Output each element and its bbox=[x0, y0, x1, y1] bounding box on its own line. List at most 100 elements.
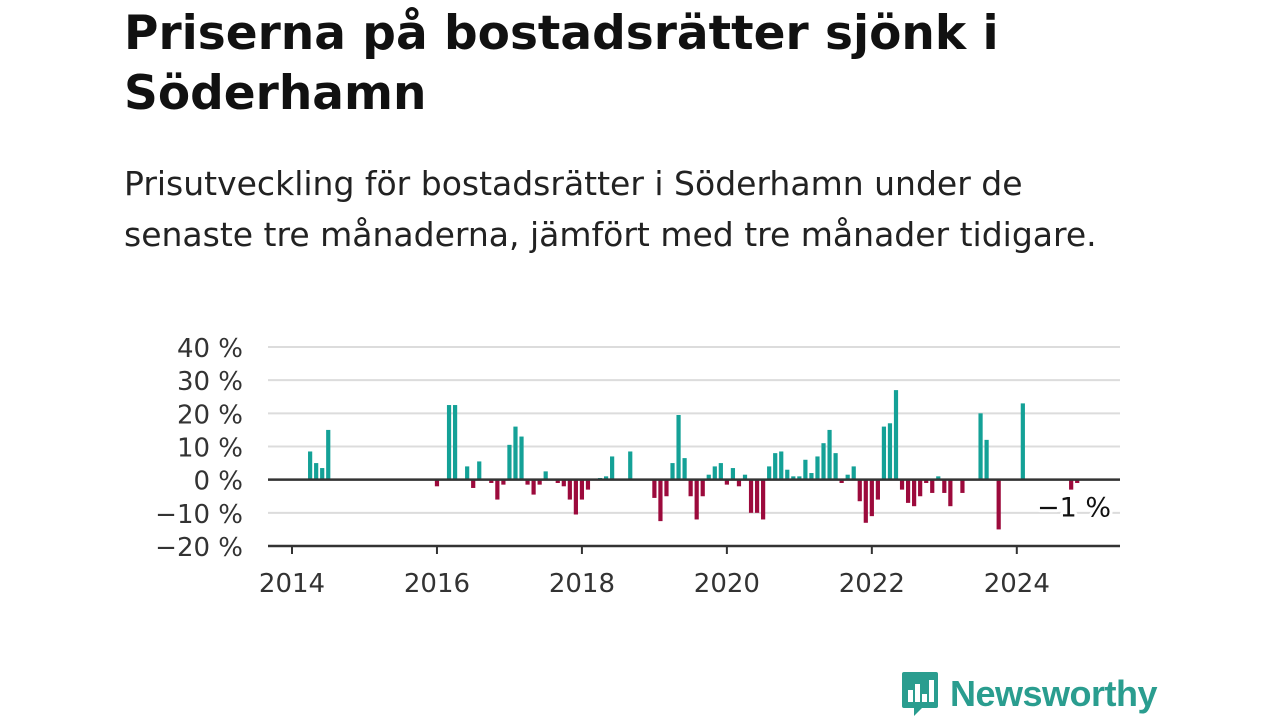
bar-negative bbox=[579, 479, 585, 500]
y-tick-label: −10 % bbox=[155, 500, 243, 530]
bar-negative bbox=[688, 479, 693, 497]
y-tick-label: 40 % bbox=[177, 334, 243, 364]
bar-positive bbox=[718, 463, 723, 480]
annotation-halo: −1 % bbox=[1037, 493, 1111, 524]
bar-negative bbox=[652, 479, 657, 498]
x-tick-label: 2016 bbox=[404, 569, 470, 599]
bar-negative bbox=[863, 479, 868, 523]
bar-positive bbox=[706, 474, 711, 480]
bar-negative bbox=[694, 479, 699, 520]
bar-positive bbox=[821, 443, 826, 480]
bar-positive bbox=[827, 429, 832, 480]
bar-negative bbox=[525, 479, 530, 485]
bar-negative bbox=[471, 479, 476, 488]
bar-positive bbox=[887, 423, 893, 480]
bar-negative bbox=[495, 479, 500, 500]
bar-negative bbox=[531, 479, 536, 495]
bar-negative bbox=[573, 479, 578, 515]
latest-value-label: −1 % bbox=[1037, 493, 1111, 524]
x-axis-labels: 2014 2016 2018 2020 2022 2024 bbox=[259, 569, 1050, 599]
bar-negative bbox=[942, 479, 947, 493]
bar-positive bbox=[676, 414, 681, 480]
price-change-chart: 40 %30 %20 %10 %0 %−10 %−20 % 2014 2016 20… bbox=[155, 334, 1120, 599]
y-tick-label: 0 % bbox=[193, 467, 243, 497]
chart-subtitle: Prisutveckling för bostadsrätter i Söder… bbox=[124, 164, 1097, 254]
bar-positive bbox=[936, 476, 941, 480]
bar-positive bbox=[477, 461, 482, 480]
bar-positive bbox=[452, 405, 458, 480]
bar-positive bbox=[1020, 403, 1025, 480]
bar-negative bbox=[736, 479, 742, 487]
x-tick-label: 2024 bbox=[984, 569, 1050, 599]
bar-negative bbox=[555, 479, 560, 483]
bar-positive bbox=[791, 476, 796, 480]
y-tick-label: 30 % bbox=[177, 367, 243, 397]
bar-negative bbox=[754, 479, 760, 513]
newsworthy-logo: Newsworthy bbox=[900, 670, 1158, 718]
bar-positive bbox=[670, 463, 675, 480]
bar-positive bbox=[779, 451, 784, 480]
bar-positive bbox=[519, 436, 524, 480]
bar-positive bbox=[446, 405, 452, 480]
bar-positive bbox=[893, 390, 899, 480]
bar-negative bbox=[724, 479, 729, 485]
annotations: −1 %−1 % bbox=[1034, 490, 1114, 527]
bar-positive bbox=[797, 476, 802, 480]
x-tick-label: 2020 bbox=[694, 569, 760, 599]
bar-positive bbox=[326, 429, 331, 480]
bar-negative bbox=[918, 479, 923, 497]
bar-negative bbox=[924, 479, 929, 483]
bar-negative bbox=[664, 479, 669, 497]
bar-positive bbox=[628, 451, 633, 480]
x-tick-label: 2022 bbox=[839, 569, 905, 599]
bar-negative bbox=[567, 479, 572, 500]
brand-name: Newsworthy bbox=[950, 673, 1158, 714]
page-title: Priserna på bostadsrätter sjönk i Söderh… bbox=[124, 6, 999, 121]
bar-positive bbox=[851, 466, 856, 480]
bar-positive bbox=[513, 426, 518, 480]
bar-positive bbox=[773, 453, 778, 480]
bar-negative bbox=[761, 479, 766, 520]
axes bbox=[268, 478, 1120, 554]
bar-positive bbox=[845, 474, 850, 480]
grid-lines bbox=[268, 346, 1120, 514]
bar-negative bbox=[869, 479, 874, 517]
bar-positive bbox=[767, 466, 772, 480]
bar-positive bbox=[803, 459, 808, 480]
y-tick-label: 20 % bbox=[177, 400, 243, 430]
bar-negative bbox=[585, 479, 591, 490]
bar-negative bbox=[857, 479, 862, 502]
bar-positive bbox=[610, 456, 615, 480]
bar-negative bbox=[905, 479, 911, 503]
y-axis-labels: 40 %30 %20 % 10 %0 %−10 %−20 % bbox=[155, 334, 243, 563]
bar-negative bbox=[839, 479, 844, 483]
bar-negative bbox=[930, 479, 935, 493]
bar-positive bbox=[881, 426, 887, 480]
bar-positive bbox=[308, 451, 313, 480]
y-tick-label: −20 % bbox=[155, 533, 243, 563]
bar-positive bbox=[978, 413, 983, 480]
bar-negative bbox=[948, 479, 953, 507]
x-tick-label: 2014 bbox=[259, 569, 325, 599]
bar-negative bbox=[899, 479, 905, 490]
bar-negative bbox=[1075, 479, 1080, 483]
bar-positive bbox=[603, 476, 609, 480]
bar-positive bbox=[320, 468, 325, 480]
bar-negative bbox=[875, 479, 880, 500]
bar-negative bbox=[658, 479, 663, 522]
bar-positive bbox=[314, 463, 319, 480]
bar-negative bbox=[912, 479, 917, 507]
bar-negative bbox=[700, 479, 705, 497]
bar-positive bbox=[833, 453, 838, 480]
newsworthy-logo-icon bbox=[902, 672, 938, 716]
bar-positive bbox=[742, 474, 748, 480]
bar-positive bbox=[984, 439, 989, 480]
bar-negative bbox=[1069, 479, 1074, 490]
bar-negative bbox=[489, 479, 494, 483]
bar-positive bbox=[815, 456, 820, 480]
bar-negative bbox=[537, 479, 542, 485]
bar-negative bbox=[996, 479, 1001, 530]
bars bbox=[308, 390, 1080, 530]
bar-positive bbox=[730, 468, 736, 480]
bar-positive bbox=[543, 471, 548, 480]
